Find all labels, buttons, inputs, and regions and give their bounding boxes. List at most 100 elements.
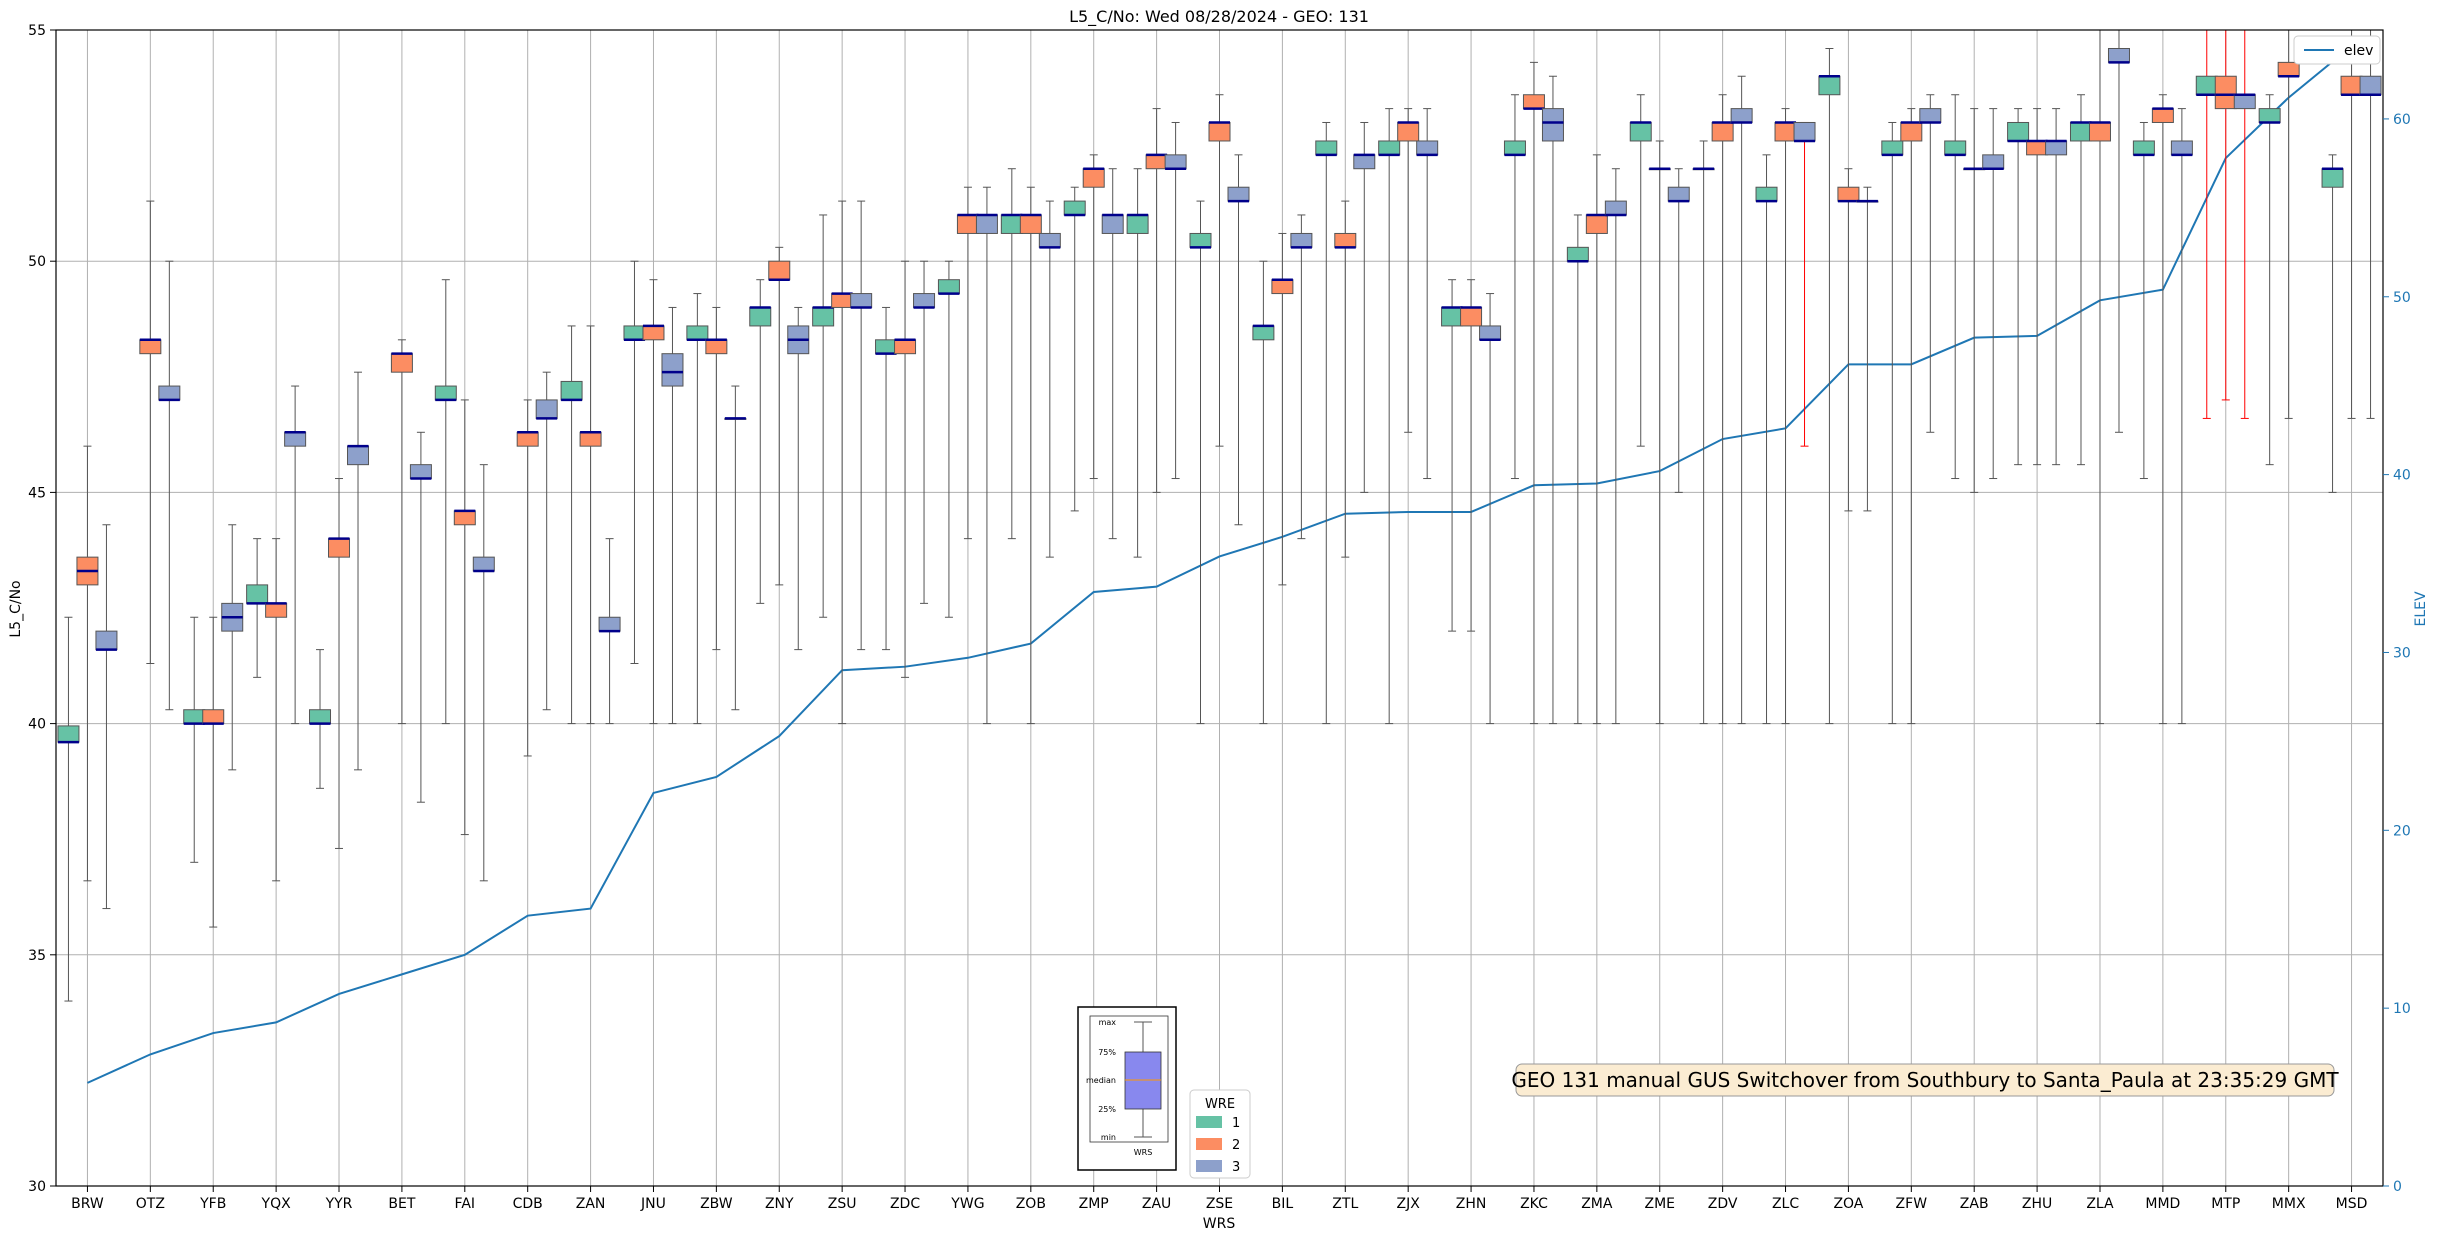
x-tick-label: ZOB xyxy=(1016,1196,1046,1212)
box-wre-2 xyxy=(202,709,225,725)
key-label-q1: 25% xyxy=(1098,1105,1116,1114)
x-tick-label: OTZ xyxy=(136,1196,165,1212)
box-wre-3 xyxy=(284,431,307,447)
x-tick-label: BRW xyxy=(71,1196,104,1212)
box-wre-2 xyxy=(453,510,476,526)
y2-tick-label: 60 xyxy=(2393,112,2411,128)
box-wre-1 xyxy=(2321,168,2344,188)
x-tick-label: ZSE xyxy=(1206,1196,1233,1212)
box-wre-3 xyxy=(2107,47,2130,63)
box-wre-3 xyxy=(1793,121,1816,142)
box-wre-2 xyxy=(2214,75,2237,110)
box-wre-3 xyxy=(1227,186,1250,202)
box-wre-1 xyxy=(2132,140,2155,156)
x-tick-label: YFB xyxy=(199,1196,226,1212)
box-wre-1 xyxy=(560,380,583,401)
box-wre-1 xyxy=(1189,232,1212,248)
box-wre-3 xyxy=(347,445,370,466)
box-wre-3 xyxy=(535,399,558,419)
wre-legend-3: 3 xyxy=(1232,1160,1240,1175)
x-tick-label: ZHU xyxy=(2022,1196,2052,1212)
box-wre-3 xyxy=(95,630,118,651)
box-wre-1 xyxy=(623,325,646,341)
box-wre-2 xyxy=(1082,168,1105,188)
x-tick-label: ZNY xyxy=(765,1196,794,1212)
box-wre-1 xyxy=(246,584,269,604)
annotation-text: GEO 131 manual GUS Switchover from South… xyxy=(1511,1068,2339,1092)
x-tick-label: ZBW xyxy=(700,1196,733,1212)
box-wre-2 xyxy=(139,339,162,355)
box-wre-3 xyxy=(1982,154,2005,170)
axes: BRW OTZ YFB YQX YYR BET FAI CDB ZAN JNU ZBW ZNY ZSU Z… xyxy=(28,23,2411,1212)
elev-legend-label: elev xyxy=(2344,43,2373,59)
box-wre-1 xyxy=(434,385,457,401)
box-wre-3 xyxy=(1604,200,1627,216)
key-label-min: min xyxy=(1101,1133,1116,1142)
box-wre-1 xyxy=(1503,140,1526,156)
x-tick-label: MMX xyxy=(2272,1196,2306,1212)
box-wre-1 xyxy=(1755,186,1778,202)
x-tick-label: BIL xyxy=(1272,1196,1294,1212)
box-wre-3 xyxy=(2045,140,2068,156)
x-tick-label: YWG xyxy=(950,1196,984,1212)
box-wre-1 xyxy=(1944,140,1967,156)
box-wre-3 xyxy=(1038,232,1061,248)
box-wre-2 xyxy=(1837,186,1860,202)
box-wre-2 xyxy=(1585,214,1608,234)
box-wre-1 xyxy=(57,725,80,743)
box-wre-2 xyxy=(642,325,665,341)
box-wre-3 xyxy=(598,616,621,632)
box-wre-1 xyxy=(2258,108,2281,123)
y2-tick-label: 10 xyxy=(2393,1001,2411,1017)
box-wre-1 xyxy=(2069,121,2092,142)
box-wre-1 xyxy=(183,709,206,725)
x-tick-label: ZME xyxy=(1644,1196,1675,1212)
y2-tick-label: 50 xyxy=(2393,290,2411,306)
x-tick-label: ZJX xyxy=(1397,1196,1421,1212)
box-wre-2 xyxy=(1334,232,1357,248)
box-wre-2 xyxy=(2277,61,2300,77)
box-wre-3 xyxy=(913,293,936,308)
y-tick-label: 35 xyxy=(28,948,46,964)
box-wre-3 xyxy=(409,464,432,480)
x-tick-label: ZAN xyxy=(576,1196,606,1212)
box-wre-2 xyxy=(1145,154,1168,170)
box-wre-1 xyxy=(1315,140,1338,156)
y-tick-label: 40 xyxy=(28,717,46,733)
box-wre-3 xyxy=(1290,232,1313,248)
x-tick-label: ZMA xyxy=(1581,1196,1613,1212)
box-wre-3 xyxy=(158,385,181,401)
box-wre-1 xyxy=(2195,75,2218,96)
box-wre-2 xyxy=(768,260,791,281)
box-wre-2 xyxy=(1522,94,1545,110)
x-tick-label: MSD xyxy=(2336,1196,2368,1212)
box-wre-2 xyxy=(2026,140,2049,156)
x-tick-label: ZLA xyxy=(2086,1196,2114,1212)
box-wre-3 xyxy=(850,293,873,308)
box-wre-1 xyxy=(2007,121,2030,142)
x-tick-label: ZKC xyxy=(1520,1196,1548,1212)
elev-legend: elev xyxy=(2293,35,2381,65)
x-tick-label: ZDV xyxy=(1708,1196,1738,1212)
box-wre-1 xyxy=(1126,214,1149,234)
box-wre-3 xyxy=(1164,154,1187,170)
box-wre-2 xyxy=(831,293,854,308)
chart-title: L5_C/No: Wed 08/28/2024 - GEO: 131 xyxy=(1069,7,1369,27)
x-tick-label: ZLC xyxy=(1772,1196,1799,1212)
box-wre-2 xyxy=(894,339,917,355)
y-tick-label: 55 xyxy=(28,23,46,39)
annotation-box: GEO 131 manual GUS Switchover from South… xyxy=(1511,1063,2339,1097)
x-tick-label: BET xyxy=(388,1196,415,1212)
y-axis-label: L5_C/No xyxy=(8,580,24,637)
box-wre-3 xyxy=(472,556,495,572)
box-wre-3 xyxy=(2359,75,2382,96)
box-wre-3 xyxy=(2170,140,2193,156)
box-wre-1 xyxy=(937,279,960,295)
box-wre-2 xyxy=(2088,121,2111,142)
box-wre-2 xyxy=(2151,108,2174,123)
box-wre-1 xyxy=(1441,306,1464,327)
box-wre-1 xyxy=(1378,140,1401,156)
x-tick-label: ZAB xyxy=(1960,1196,1989,1212)
box-wre-2 xyxy=(579,431,602,447)
